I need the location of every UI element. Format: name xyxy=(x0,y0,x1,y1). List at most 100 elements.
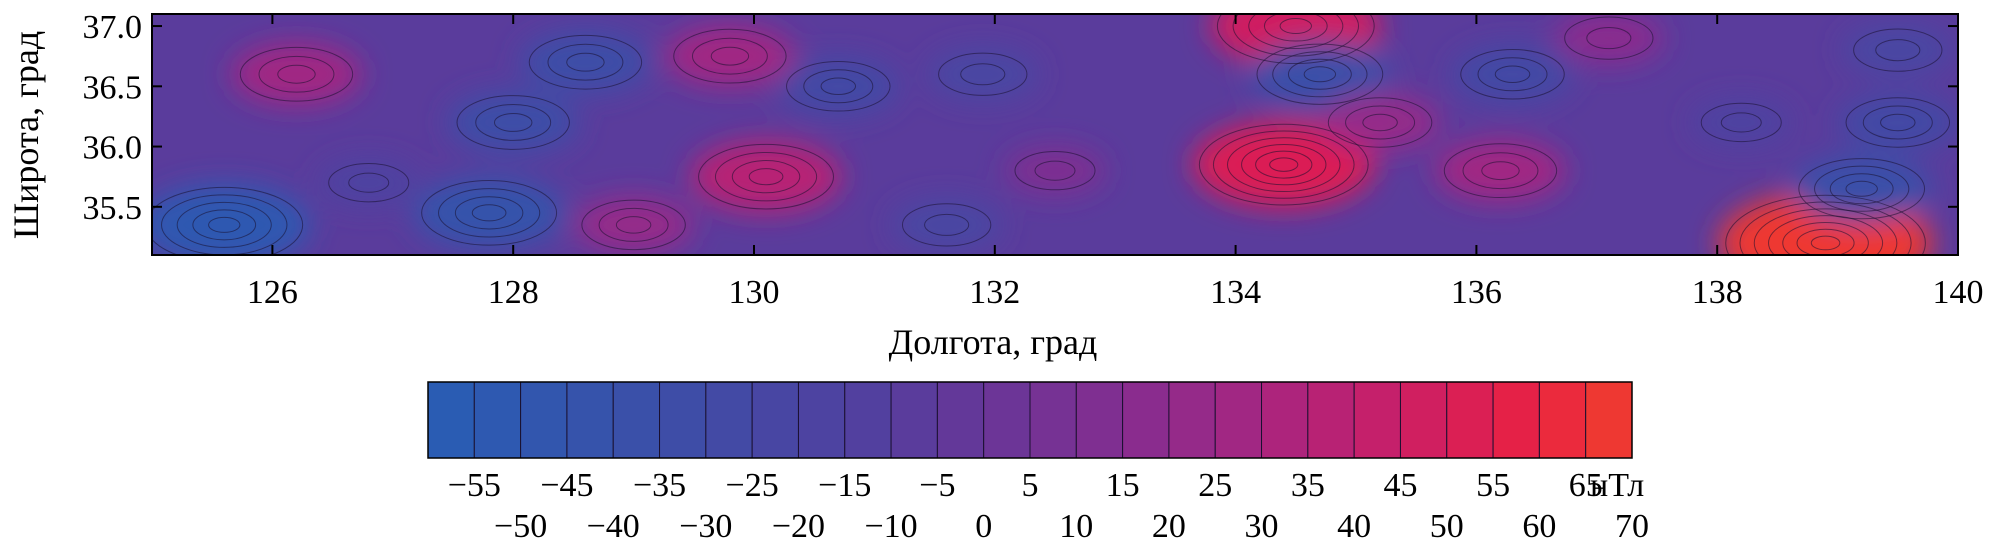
y-axis: 35.5 36.0 36.5 37.0 xyxy=(83,9,1958,227)
y-tick-label: 36.0 xyxy=(83,130,143,167)
contour-line xyxy=(1829,173,1894,205)
colorbar-label-top: −25 xyxy=(726,467,779,504)
anomaly-blob xyxy=(573,196,694,254)
contour-line xyxy=(731,160,801,194)
contour-line xyxy=(1255,150,1313,179)
contour-line xyxy=(1272,51,1368,98)
colorbar-label-top: −45 xyxy=(540,467,593,504)
colorbar-swatch xyxy=(751,381,799,459)
contour-line xyxy=(1862,105,1933,140)
contour-line xyxy=(1269,157,1299,172)
anomaly-blob xyxy=(413,176,566,250)
anomaly-blob xyxy=(1249,40,1391,109)
contour-layer xyxy=(152,14,1951,255)
contour-line xyxy=(1700,102,1782,143)
contour-line xyxy=(1460,49,1565,100)
contour-line xyxy=(1494,65,1531,83)
x-tick-label: 128 xyxy=(488,274,539,311)
contour-line xyxy=(1014,151,1096,191)
y-tick-label: 37.0 xyxy=(83,9,143,46)
colorbar-label-bottom: 20 xyxy=(1152,508,1186,545)
colorbar-swatch xyxy=(612,381,661,459)
contour-line xyxy=(1327,97,1433,148)
colorbar-swatch xyxy=(473,381,522,459)
contour-line xyxy=(438,188,541,238)
contour-line xyxy=(454,196,524,230)
contour-line xyxy=(710,46,750,66)
contour-line xyxy=(698,143,835,210)
contour-line xyxy=(1303,66,1337,83)
colorbar-swatch xyxy=(890,381,938,459)
y-tick-label: 36.5 xyxy=(83,69,143,106)
contour-line xyxy=(1241,143,1327,186)
contour-line xyxy=(1481,161,1520,181)
colorbar-label-bottom: 40 xyxy=(1337,508,1371,545)
contour-line xyxy=(673,28,787,84)
contour-line xyxy=(1768,215,1884,255)
contour-line xyxy=(1034,160,1076,181)
anomaly-blob xyxy=(447,91,579,154)
anomaly-blob xyxy=(891,198,1002,252)
contour-line xyxy=(1814,165,1910,212)
colorbar-swatch xyxy=(1214,381,1263,459)
contour-line xyxy=(960,63,1006,86)
contour-line xyxy=(1725,194,1926,255)
colorbar-swatch xyxy=(844,381,892,459)
contour-line xyxy=(1226,137,1341,193)
contour-line xyxy=(1263,14,1328,42)
contour-line xyxy=(1287,58,1352,90)
contour-line xyxy=(1564,16,1654,60)
contour-line xyxy=(258,55,335,93)
colorbar-swatch xyxy=(1168,381,1216,459)
contour-line xyxy=(152,186,304,255)
contour-line xyxy=(1782,221,1869,255)
contour-line xyxy=(566,52,605,72)
contour-line xyxy=(421,180,558,246)
colorbar-label-top: −55 xyxy=(448,467,501,504)
anomaly-blob xyxy=(1691,98,1792,147)
colorbar-label-bottom: 0 xyxy=(975,508,992,545)
contour-line xyxy=(1796,228,1855,255)
contour-line xyxy=(1216,14,1375,65)
contour-line xyxy=(1880,113,1916,132)
contour-line xyxy=(1212,130,1355,199)
contour-line xyxy=(1720,112,1762,133)
y-axis-title: Широта, град xyxy=(6,31,46,239)
contour-line xyxy=(924,213,970,236)
contour-line xyxy=(1853,28,1943,72)
anomaly-blob xyxy=(1434,139,1567,202)
colorbar-label-top: 25 xyxy=(1198,467,1232,504)
contour-line xyxy=(1443,143,1558,199)
contour-line xyxy=(786,61,891,112)
colorbar-swatch xyxy=(1492,381,1540,459)
colorbar-swatch xyxy=(1307,381,1355,459)
contour-line xyxy=(1845,97,1951,148)
colorbar-label-top: 5 xyxy=(1022,467,1039,504)
colorbar-swatch xyxy=(936,381,985,459)
contour-line xyxy=(475,104,552,141)
contour-line xyxy=(1279,18,1312,35)
contour-line xyxy=(277,64,316,84)
contour-line xyxy=(348,172,390,193)
colorbar-label-bottom: −50 xyxy=(494,508,547,545)
colorbar xyxy=(427,381,1633,459)
contour-line xyxy=(547,43,624,81)
contour-line xyxy=(581,199,686,251)
contour-line xyxy=(1845,180,1878,197)
colorbar-label-top: −5 xyxy=(919,467,955,504)
colorbar-swatch xyxy=(1261,381,1309,459)
x-tick-label: 132 xyxy=(969,274,1020,311)
colorbar-label-bottom: 10 xyxy=(1059,508,1093,545)
contour-line xyxy=(1232,14,1360,57)
anomaly-blob xyxy=(927,47,1038,101)
anomaly-blob xyxy=(1192,120,1376,209)
x-tick-label: 130 xyxy=(729,274,780,311)
contour-line xyxy=(901,203,992,247)
anomaly-blob xyxy=(318,158,419,207)
anomaly-blob xyxy=(1553,14,1665,65)
anomaly-blob xyxy=(1842,23,1954,77)
contour-line xyxy=(1345,105,1416,140)
colorbar-swatch xyxy=(1075,381,1124,459)
contour-line xyxy=(1753,208,1898,255)
